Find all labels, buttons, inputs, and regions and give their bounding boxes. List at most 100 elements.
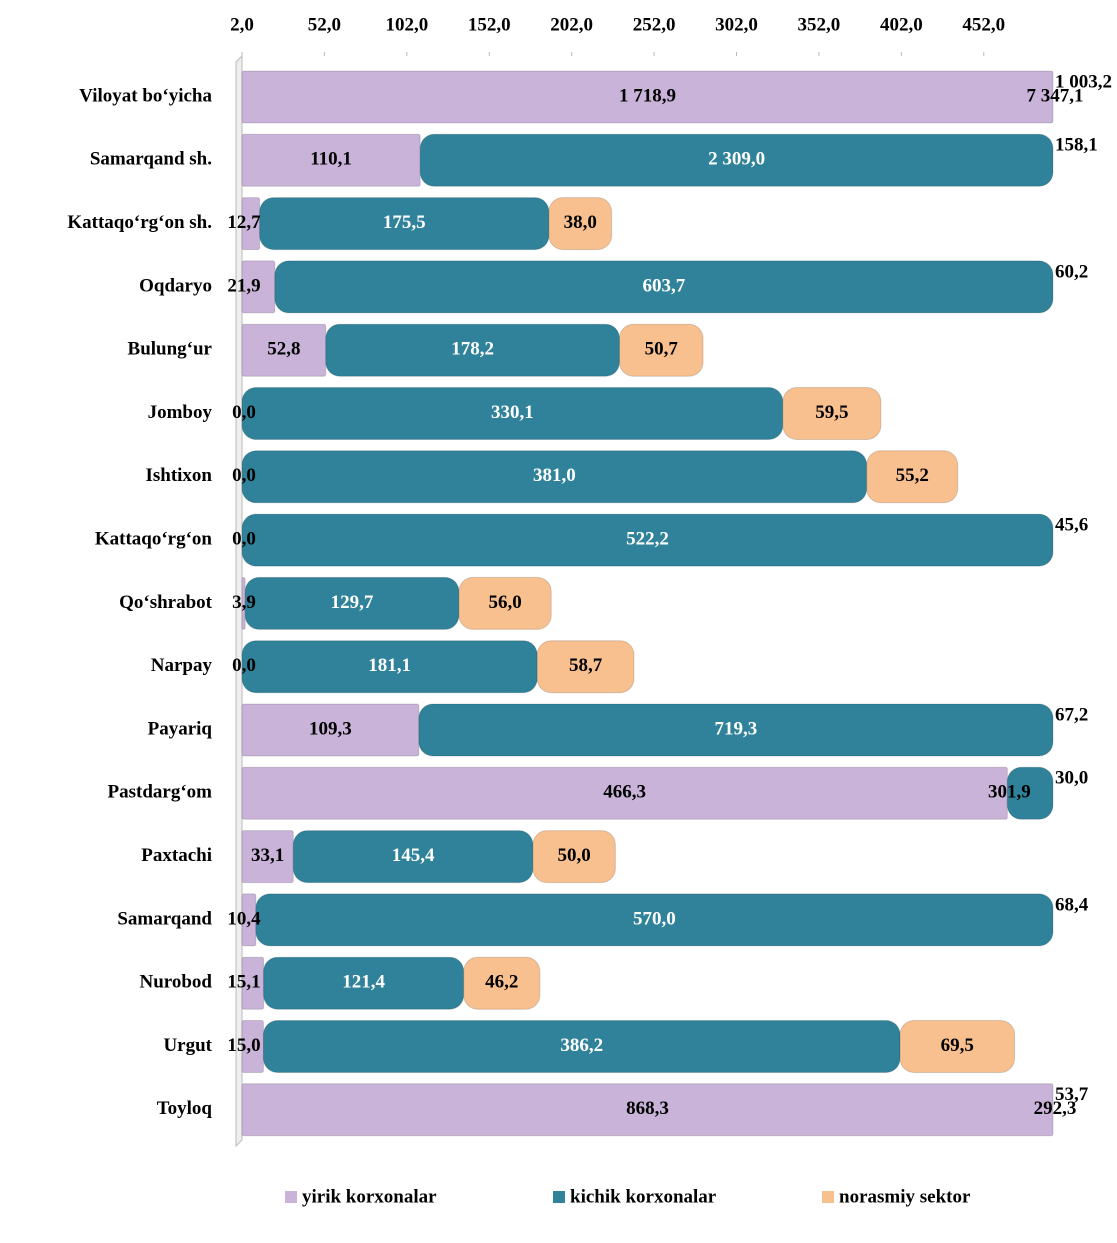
bar-segment [782,387,882,440]
value-label: 386,2 [560,1035,603,1056]
value-label: 381,0 [533,465,576,486]
value-label: 0,0 [232,655,256,676]
category-label: Kattaqo‘rg‘on [95,528,213,549]
bar-segment [274,260,1054,314]
axis-wall [235,54,243,1148]
value-label: 68,4 [1055,894,1089,915]
value-label: 0,0 [232,402,256,423]
value-label: 0,0 [232,528,256,549]
category-label: Kattaqo‘rg‘on sh. [67,212,212,233]
value-label: 1 718,9 [619,85,676,106]
category-label: Samarqand [117,908,212,929]
bar-segment [866,450,959,504]
legend-label: norasmiy sektor [839,1186,971,1207]
x-tick-label: 52,0 [308,14,341,35]
category-label: Payariq [148,718,213,739]
value-label: 522,2 [626,528,669,549]
legend-swatch [285,1191,297,1203]
bar-segment [536,640,635,694]
legend-label: kichik korxonalar [570,1186,717,1207]
value-label: 110,1 [310,149,352,170]
legend-swatch [822,1191,834,1203]
value-label: 45,6 [1055,514,1088,535]
bar-segment [418,703,1054,757]
value-label: 0,0 [232,465,256,486]
x-tick-label: 252,0 [633,14,676,35]
value-label: 50,7 [645,339,679,360]
bar-segment [899,1020,1016,1073]
x-tick-label: 352,0 [798,14,841,35]
x-tick-label: 202,0 [550,14,593,35]
value-label: 570,0 [633,908,676,929]
value-label: 2 309,0 [708,149,765,170]
value-label: 59,5 [815,402,848,423]
value-label: 181,1 [368,655,411,676]
category-label: Qo‘shrabot [119,592,213,613]
value-label: 69,5 [941,1035,974,1056]
x-tick-label: 452,0 [962,14,1005,35]
legend-label: yirik korxonalar [302,1186,437,1207]
plot [241,70,1054,1137]
value-label: 38,0 [564,212,597,233]
value-label: 52,8 [267,339,300,360]
value-label: 53,7 [1055,1084,1089,1105]
value-label: 12,7 [227,212,261,233]
value-label: 55,2 [896,465,929,486]
category-label: Pastdarg‘om [108,782,213,803]
value-label: 60,2 [1055,261,1088,282]
value-label: 603,7 [643,275,686,296]
value-label: 175,5 [383,212,426,233]
value-label: 145,4 [392,845,435,866]
category-label: Oqdaryo [139,275,212,296]
value-label: 301,9 [988,782,1031,803]
category-label: Bulung‘ur [128,339,213,360]
bar-segment [458,576,552,630]
value-label: 10,4 [227,908,261,929]
category-label: Jomboy [148,402,213,423]
value-label: 15,0 [227,1035,260,1056]
value-label: 33,1 [251,845,284,866]
bar-segment [548,197,613,251]
value-label: 1 003,2 [1055,71,1112,92]
value-label: 21,9 [227,275,260,296]
bar-segment [241,513,1054,567]
value-label: 330,1 [491,402,534,423]
category-label: Viloyat bo‘yicha [79,85,212,106]
value-label: 50,0 [558,845,591,866]
value-label: 292,3 [1034,1098,1077,1119]
x-tick-label: 302,0 [715,14,758,35]
value-label: 46,2 [485,972,518,993]
value-label: 67,2 [1055,704,1088,725]
x-tick-label: 2,0 [230,14,254,35]
value-label: 109,3 [309,718,352,739]
value-label: 466,3 [603,782,646,803]
value-label: 58,7 [569,655,603,676]
bar-segment [241,1083,1054,1137]
value-label: 178,2 [451,339,494,360]
bar-segment [255,893,1054,947]
x-tick-label: 102,0 [385,14,428,35]
category-label: Narpay [151,655,213,676]
bar-segment [241,70,1054,124]
bar-segment [241,133,421,187]
category-label: Toyloq [157,1098,213,1119]
value-label: 3,9 [232,592,256,613]
legend-swatch [553,1191,565,1203]
bar-segment [618,323,704,377]
value-label: 15,1 [227,972,260,993]
value-label: 158,1 [1055,135,1098,156]
x-tick-label: 402,0 [880,14,923,35]
category-label: Samarqand sh. [90,149,212,170]
value-label: 121,4 [342,972,385,993]
category-label: Paxtachi [141,845,212,866]
value-label: 56,0 [488,592,521,613]
category-label: Nurobod [139,972,212,993]
value-label: 719,3 [715,718,758,739]
category-label: Urgut [163,1035,212,1056]
value-label: 30,0 [1055,768,1088,789]
category-label: Ishtixon [145,465,212,486]
value-label: 7 347,1 [1027,85,1084,106]
bar-segment [1006,766,1054,820]
bar-segment [419,133,1054,187]
